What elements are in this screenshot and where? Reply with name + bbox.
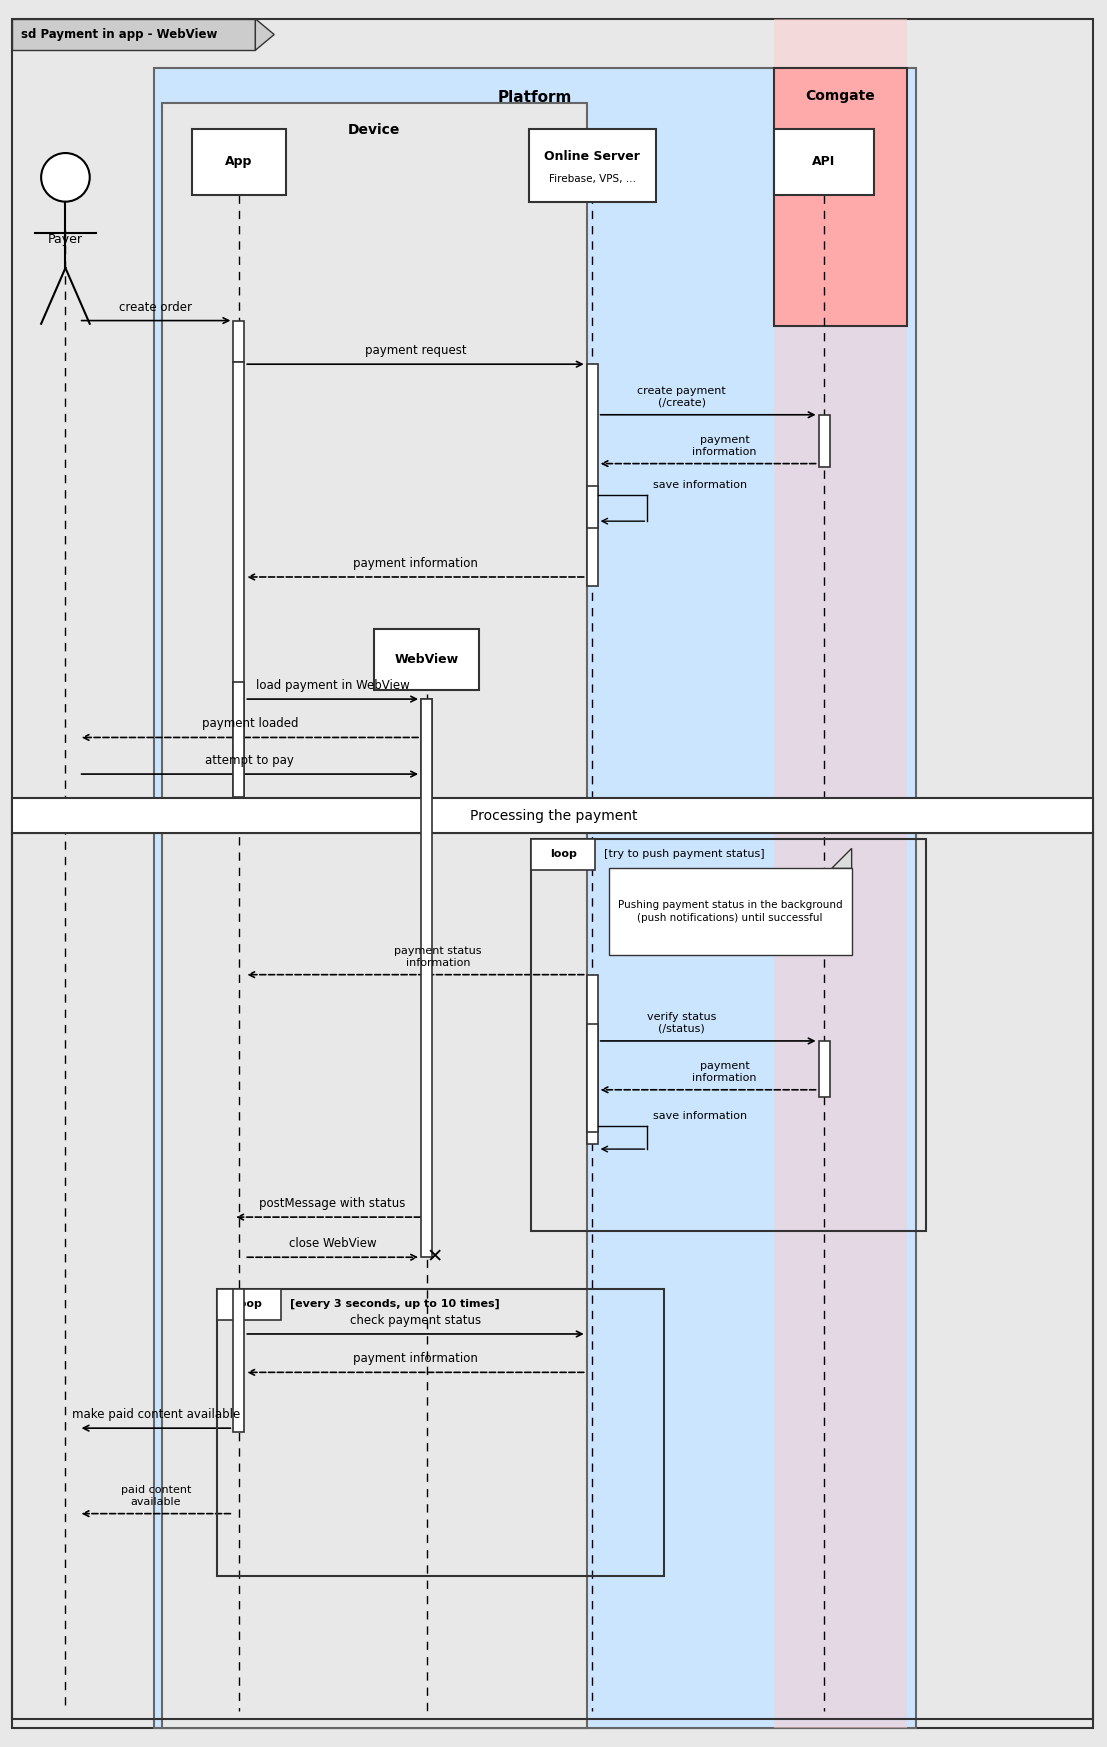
Text: check payment status: check payment status [350, 1314, 482, 1328]
Bar [531, 839, 596, 870]
Text: ✕: ✕ [426, 1247, 443, 1267]
Bar [217, 1289, 664, 1576]
Text: payment information: payment information [353, 1352, 478, 1366]
Bar [374, 629, 479, 690]
Bar [609, 868, 851, 956]
Text: save information: save information [653, 480, 747, 489]
Bar [587, 486, 598, 528]
Text: Device: Device [348, 124, 401, 138]
Bar [774, 129, 873, 196]
Text: API: API [813, 155, 836, 168]
Bar [421, 699, 432, 1258]
Bar [818, 414, 829, 466]
Text: payment
information: payment information [692, 1060, 757, 1083]
Text: loop: loop [550, 849, 577, 860]
Bar [12, 19, 256, 51]
Text: payment status
information: payment status information [394, 947, 482, 968]
Text: load payment in WebView: load payment in WebView [256, 680, 410, 692]
Text: close WebView: close WebView [289, 1237, 376, 1251]
Text: Processing the payment: Processing the payment [469, 809, 638, 823]
Bar [587, 1024, 598, 1132]
Bar [587, 975, 598, 1144]
Text: verify status
(/status): verify status (/status) [646, 1012, 716, 1034]
Text: payment request: payment request [364, 344, 466, 356]
Text: Pushing payment status in the background
(push notifications) until successful: Pushing payment status in the background… [618, 900, 842, 924]
Text: [every 3 seconds, up to 10 times]: [every 3 seconds, up to 10 times] [290, 1300, 499, 1310]
Bar [154, 68, 915, 1728]
Bar [774, 68, 907, 325]
Text: payment information: payment information [353, 557, 478, 570]
Text: make paid content available: make paid content available [72, 1408, 240, 1422]
Bar [421, 699, 432, 797]
Text: payment loaded: payment loaded [201, 718, 298, 730]
Text: Firebase, VPS, ...: Firebase, VPS, ... [549, 173, 635, 183]
Bar [12, 798, 1094, 833]
Bar [529, 129, 655, 203]
Bar [587, 363, 598, 585]
Text: WebView: WebView [394, 653, 458, 666]
Text: create payment
(/create): create payment (/create) [638, 386, 726, 407]
Text: attempt to pay: attempt to pay [206, 755, 294, 767]
Bar [234, 1289, 245, 1431]
Bar [12, 833, 1094, 1719]
Text: sd Payment in app - WebView: sd Payment in app - WebView [21, 28, 218, 40]
Bar [192, 129, 286, 196]
Ellipse shape [41, 154, 90, 201]
Text: App: App [225, 155, 252, 168]
Bar [531, 839, 925, 1232]
Text: Payer: Payer [48, 234, 83, 246]
Bar [217, 1289, 281, 1321]
Text: paid content
available: paid content available [121, 1485, 192, 1506]
Polygon shape [256, 19, 275, 51]
Text: save information: save information [653, 1111, 747, 1122]
Text: [try to push payment status]: [try to push payment status] [604, 849, 765, 860]
Bar [774, 19, 907, 1728]
Bar [234, 321, 245, 362]
Bar [234, 681, 245, 797]
Text: postMessage with status: postMessage with status [259, 1197, 406, 1211]
Text: payment
information: payment information [692, 435, 757, 456]
Bar [818, 1041, 829, 1097]
Text: Online Server: Online Server [545, 150, 640, 162]
Bar [234, 362, 245, 797]
Text: Platform: Platform [497, 91, 572, 105]
Polygon shape [831, 849, 851, 868]
Text: Comgate: Comgate [806, 89, 876, 103]
Text: loop: loop [236, 1300, 262, 1309]
Text: create order: create order [120, 300, 193, 314]
Bar [162, 103, 587, 1728]
